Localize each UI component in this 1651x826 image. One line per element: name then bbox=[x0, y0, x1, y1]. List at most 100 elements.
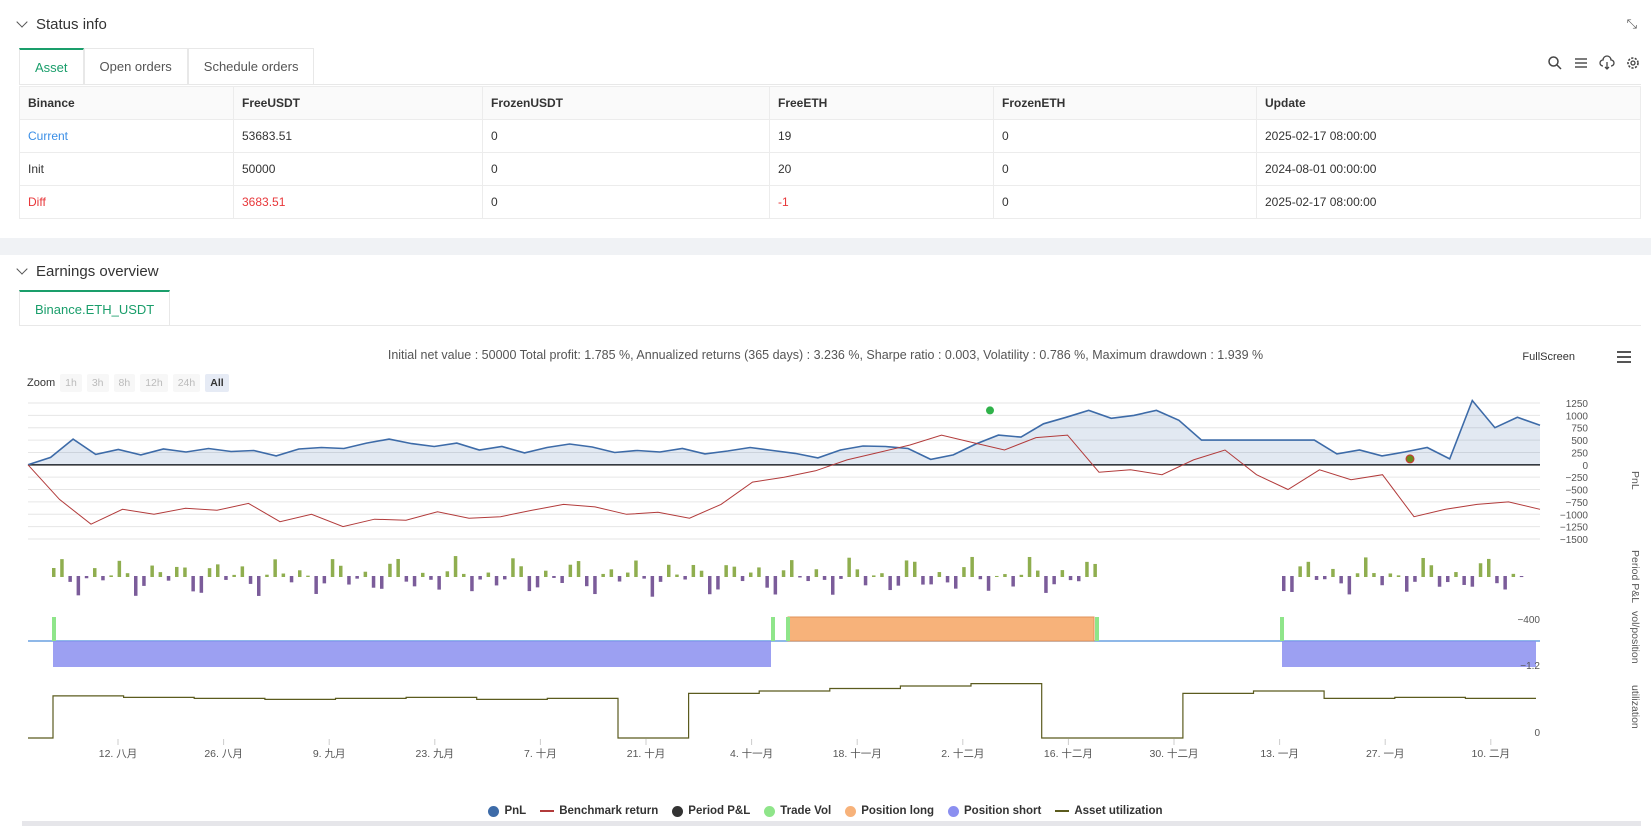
legend-marker bbox=[764, 805, 776, 817]
period-pnl-bar bbox=[1454, 572, 1458, 577]
zoom-3h-button[interactable]: 3h bbox=[86, 374, 109, 392]
period-pnl-bar bbox=[1282, 576, 1286, 592]
legend-marker bbox=[845, 805, 857, 817]
legend-item[interactable]: Position long bbox=[845, 805, 934, 817]
trade-vol-bar bbox=[1095, 617, 1099, 641]
period-pnl-bar bbox=[1306, 561, 1311, 577]
period-pnl-bar bbox=[954, 576, 958, 589]
y-tick-label: −750 bbox=[1565, 498, 1588, 509]
period-pnl-bar bbox=[1339, 576, 1343, 584]
period-pnl-bar bbox=[1511, 573, 1516, 577]
asset-utilization-line bbox=[28, 683, 1536, 739]
period-pnl-bar bbox=[1085, 561, 1089, 577]
tab-schedule-orders[interactable]: Schedule orders bbox=[187, 48, 315, 84]
tab-binance-eth-usdt[interactable]: Binance.ETH_USDT bbox=[19, 290, 171, 326]
list-icon[interactable] bbox=[1573, 55, 1589, 71]
period-pnl-bar bbox=[388, 563, 392, 577]
period-pnl-bar bbox=[1323, 576, 1327, 580]
tab-open-orders[interactable]: Open orders bbox=[83, 48, 188, 84]
period-pnl-bar bbox=[732, 566, 737, 577]
period-pnl-bar bbox=[642, 576, 646, 579]
y-tick-label: −250 bbox=[1565, 473, 1588, 484]
earnings-chart: 125010007505002500−250−500−750−1000−1250… bbox=[27, 398, 1641, 760]
cloud-download-icon[interactable] bbox=[1599, 55, 1615, 71]
gear-icon[interactable] bbox=[1625, 55, 1641, 71]
zoom-12h-button[interactable]: 12h bbox=[140, 374, 168, 392]
zoom-8h-button[interactable]: 8h bbox=[113, 374, 136, 392]
period-pnl-bar bbox=[1314, 576, 1319, 580]
legend-item[interactable]: Position short bbox=[948, 805, 1041, 817]
search-icon[interactable] bbox=[1547, 55, 1563, 71]
period-pnl-bar bbox=[995, 575, 999, 577]
earnings-overview-header[interactable]: Earnings overview bbox=[16, 261, 159, 281]
zoom-all-button[interactable]: All bbox=[205, 374, 229, 392]
fullscreen-button[interactable]: FullScreen bbox=[1522, 351, 1575, 363]
chevron-down-icon[interactable] bbox=[16, 16, 28, 28]
legend-marker bbox=[540, 810, 555, 812]
zoom-24h-button[interactable]: 24h bbox=[172, 374, 201, 392]
period-pnl-bar bbox=[1290, 576, 1294, 592]
period-pnl-bar bbox=[437, 576, 441, 590]
y-axis-label-utilization: utilization bbox=[1629, 685, 1641, 729]
period-pnl-bar bbox=[806, 576, 810, 582]
legend-item[interactable]: Trade Vol bbox=[764, 805, 831, 817]
table-cell: 0 bbox=[482, 185, 770, 219]
legend-item[interactable]: PnL bbox=[488, 805, 526, 817]
legend-label: Position short bbox=[964, 805, 1042, 817]
period-pnl-bar bbox=[322, 576, 327, 584]
legend-item[interactable]: Benchmark return bbox=[540, 805, 658, 817]
performance-summary: Initial net value : 50000 Total profit: … bbox=[387, 348, 1264, 362]
y-tick-label: −1250 bbox=[1560, 523, 1589, 534]
x-tick-label: 13. 一月 bbox=[1260, 748, 1299, 760]
table-row: Diff 3683.51 0 -1 0 2025-02-17 08:00:00 bbox=[19, 185, 1641, 219]
chart-menu-icon[interactable] bbox=[1617, 351, 1631, 366]
chart-navigator-scrollbar[interactable] bbox=[22, 821, 1641, 826]
period-pnl-bar bbox=[166, 576, 171, 581]
period-pnl-bar bbox=[1093, 563, 1097, 577]
asset-table: Binance FreeUSDT FrozenUSDT FreeETH Froz… bbox=[19, 86, 1641, 219]
legend-marker bbox=[488, 805, 500, 817]
period-pnl-bar bbox=[576, 561, 581, 577]
period-pnl-bar bbox=[1019, 574, 1024, 577]
period-pnl-bar bbox=[1011, 576, 1015, 587]
table-cell: 3683.51 bbox=[233, 185, 483, 219]
x-tick-label: 12. 八月 bbox=[99, 748, 138, 760]
y-axis-label-position: vol/position bbox=[1629, 611, 1641, 664]
y-tick-label: −1500 bbox=[1560, 535, 1589, 546]
period-pnl-bar bbox=[724, 565, 728, 577]
row-label-init: Init bbox=[19, 152, 234, 186]
zoom-1h-button[interactable]: 1h bbox=[60, 374, 82, 392]
period-pnl-bar bbox=[527, 576, 532, 592]
period-pnl-bar bbox=[568, 564, 573, 577]
legend-item[interactable]: Asset utilization bbox=[1055, 805, 1163, 817]
period-pnl-bar bbox=[150, 565, 154, 577]
status-info-header[interactable]: Status info bbox=[16, 14, 107, 34]
period-pnl-bar bbox=[240, 566, 245, 577]
period-pnl-bar bbox=[117, 560, 122, 577]
period-pnl-bar bbox=[1478, 563, 1483, 577]
period-pnl-bar bbox=[896, 576, 901, 586]
period-pnl-bar bbox=[1372, 573, 1376, 577]
period-pnl-bar bbox=[601, 573, 605, 577]
y-tick-label: 750 bbox=[1571, 424, 1588, 435]
trade-marker bbox=[1405, 454, 1415, 464]
row-label-current[interactable]: Current bbox=[19, 119, 234, 153]
period-pnl-bar bbox=[125, 573, 130, 577]
period-pnl-bar bbox=[847, 557, 851, 577]
legend-item[interactable]: Period P&L bbox=[672, 805, 750, 817]
tab-asset[interactable]: Asset bbox=[19, 48, 84, 84]
trade-vol-bar bbox=[52, 617, 56, 641]
expand-icon[interactable]: ⤡ bbox=[1626, 16, 1637, 31]
header-frozeneth: FrozenETH bbox=[993, 86, 1257, 120]
period-pnl-bar bbox=[298, 570, 302, 577]
x-tick-label: 27. 一月 bbox=[1366, 748, 1405, 760]
period-pnl-bar bbox=[535, 576, 540, 588]
table-cell: 19 bbox=[769, 119, 994, 153]
period-pnl-bar bbox=[945, 576, 950, 583]
y-axis-label-pnl: PnL bbox=[1629, 471, 1641, 490]
period-pnl-bar bbox=[1396, 575, 1401, 577]
period-pnl-bar bbox=[511, 558, 515, 577]
chevron-down-icon[interactable] bbox=[16, 263, 28, 275]
position-short-block bbox=[1282, 641, 1536, 667]
period-pnl-bar bbox=[462, 573, 466, 577]
